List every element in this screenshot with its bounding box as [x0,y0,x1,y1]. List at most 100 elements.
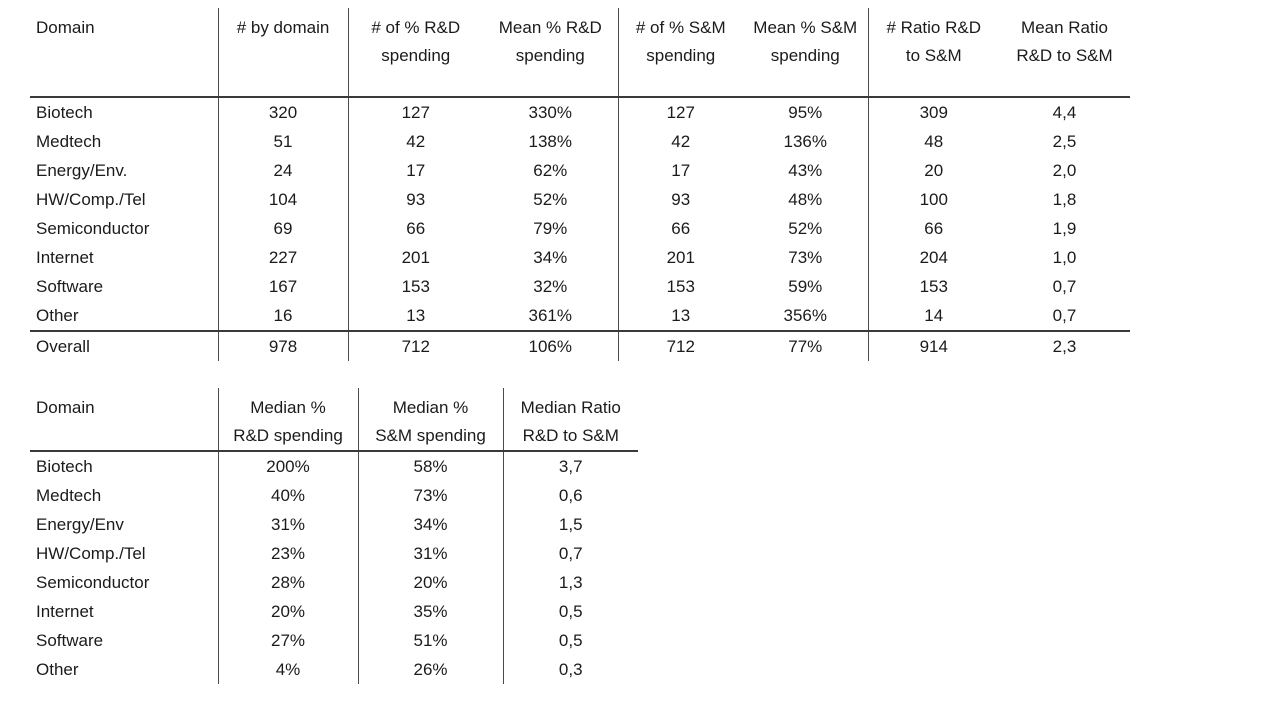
value-cell: 356% [743,301,869,331]
column-header: Domain [30,8,219,97]
mean-table-body: Biotech 320 127 330% 127 95% 309 4,4 Medtech 51 42… [30,97,1130,361]
column-header: # Ratio R&D to S&M [886,18,981,65]
value-cell: 4% [218,655,359,684]
column-header: Median % R&D spending [218,388,359,451]
value-cell: 167 [218,272,349,301]
table-row: Semiconductor 69 66 79% 66 52% 66 1,9 [30,214,1130,243]
value-cell: 978 [218,331,349,361]
value-cell: 48% [743,185,869,214]
domain-cell: Internet [30,597,219,626]
value-cell: 0,5 [558,602,583,621]
domain-cell: Software [30,626,219,655]
value-cell: 13 [671,306,691,325]
table-row: Other 16 13 361% 13 356% 14 0,7 [30,301,1130,331]
value-cell: 26% [358,655,504,684]
value-cell: 20% [358,568,504,597]
value-cell: 20 [924,161,944,180]
value-cell: 0,7 [558,544,583,563]
value-cell: 1,3 [558,573,583,592]
table-row: HW/Comp./Tel 104 93 52% 93 48% 100 1,8 [30,185,1130,214]
value-cell: 31% [358,539,504,568]
value-cell: 23% [218,539,359,568]
value-cell: 24 [218,156,349,185]
domain-cell: Biotech [30,97,219,127]
value-cell: 77% [743,331,869,361]
value-cell: 153 [919,277,948,296]
value-cell: 0,5 [558,631,583,650]
value-cell: 66 [671,219,691,238]
value-cell: 73% [743,243,869,272]
value-cell: 73% [358,481,504,510]
value-cell: 17 [671,161,691,180]
value-cell: 20% [218,597,359,626]
median-spending-table: Domain Median % R&D spending Median % S&M … [30,388,638,684]
domain-cell: Software [30,272,219,301]
table-row: Biotech 320 127 330% 127 95% 309 4,4 [30,97,1130,127]
table-row: Software 27% 51% 0,5 [30,626,638,655]
column-header: Domain [30,388,219,451]
value-cell: 14 [924,306,944,325]
value-cell: 127 [666,103,695,122]
table-row: Internet 227 201 34% 201 73% 204 1,0 [30,243,1130,272]
domain-cell: HW/Comp./Tel [30,539,219,568]
value-cell: 320 [218,97,349,127]
value-cell: 52% [483,185,619,214]
column-header: # of % S&M spending [635,18,726,65]
value-cell: 1,0 [1052,248,1077,267]
value-cell: 58% [358,451,504,481]
column-header: Median Ratio R&D to S&M [520,398,621,445]
table-row: Medtech 40% 73% 0,6 [30,481,638,510]
value-cell: 200% [218,451,359,481]
value-cell: 1,5 [558,515,583,534]
median-table-body: Biotech 200% 58% 3,7 Medtech 40% 73% 0,6 Energy/… [30,451,638,684]
value-cell: 153 [401,277,430,296]
value-cell: 153 [666,277,695,296]
value-cell: 34% [358,510,504,539]
domain-cell: HW/Comp./Tel [30,185,219,214]
mean-table-header: Domain # by domain # of % R&D spending Mean… [30,8,1130,97]
domain-cell: Semiconductor [30,214,219,243]
value-cell: 104 [218,185,349,214]
value-cell: 43% [743,156,869,185]
column-header: # of % R&D spending [371,18,461,65]
column-header: Mean % R&D spending [483,8,619,97]
value-cell: 712 [666,337,695,356]
domain-cell: Medtech [30,481,219,510]
table-row: Energy/Env. 24 17 62% 17 43% 20 2,0 [30,156,1130,185]
value-cell: 227 [218,243,349,272]
value-cell: 51 [218,127,349,156]
value-cell: 201 [401,248,430,267]
value-cell: 2,0 [1052,161,1077,180]
value-cell: 95% [743,97,869,127]
column-header: Mean Ratio R&D to S&M [1016,18,1113,65]
value-cell: 40% [218,481,359,510]
value-cell: 52% [743,214,869,243]
value-cell: 34% [483,243,619,272]
value-cell: 16 [218,301,349,331]
table-row: Software 167 153 32% 153 59% 153 0,7 [30,272,1130,301]
value-cell: 138% [483,127,619,156]
domain-cell: Other [30,655,219,684]
header-row: Domain # by domain # of % R&D spending Mean… [30,8,1130,97]
value-cell: 69 [218,214,349,243]
value-cell: 17 [406,161,426,180]
value-cell: 66 [924,219,944,238]
value-cell: 127 [401,103,430,122]
value-cell: 0,6 [558,486,583,505]
value-cell: 42 [671,132,691,151]
value-cell: 0,3 [558,660,583,679]
table-row: Internet 20% 35% 0,5 [30,597,638,626]
domain-cell: Semiconductor [30,568,219,597]
domain-cell: Biotech [30,451,219,481]
domain-cell: Medtech [30,127,219,156]
value-cell: 48 [924,132,944,151]
value-cell: 79% [483,214,619,243]
domain-cell: Energy/Env [30,510,219,539]
value-cell: 13 [406,306,426,325]
table-row: HW/Comp./Tel 23% 31% 0,7 [30,539,638,568]
header-row: Domain Median % R&D spending Median % S&M … [30,388,638,451]
column-header: Mean % S&M spending [743,8,869,97]
value-cell: 42 [406,132,426,151]
value-cell: 28% [218,568,359,597]
table-row: Other 4% 26% 0,3 [30,655,638,684]
